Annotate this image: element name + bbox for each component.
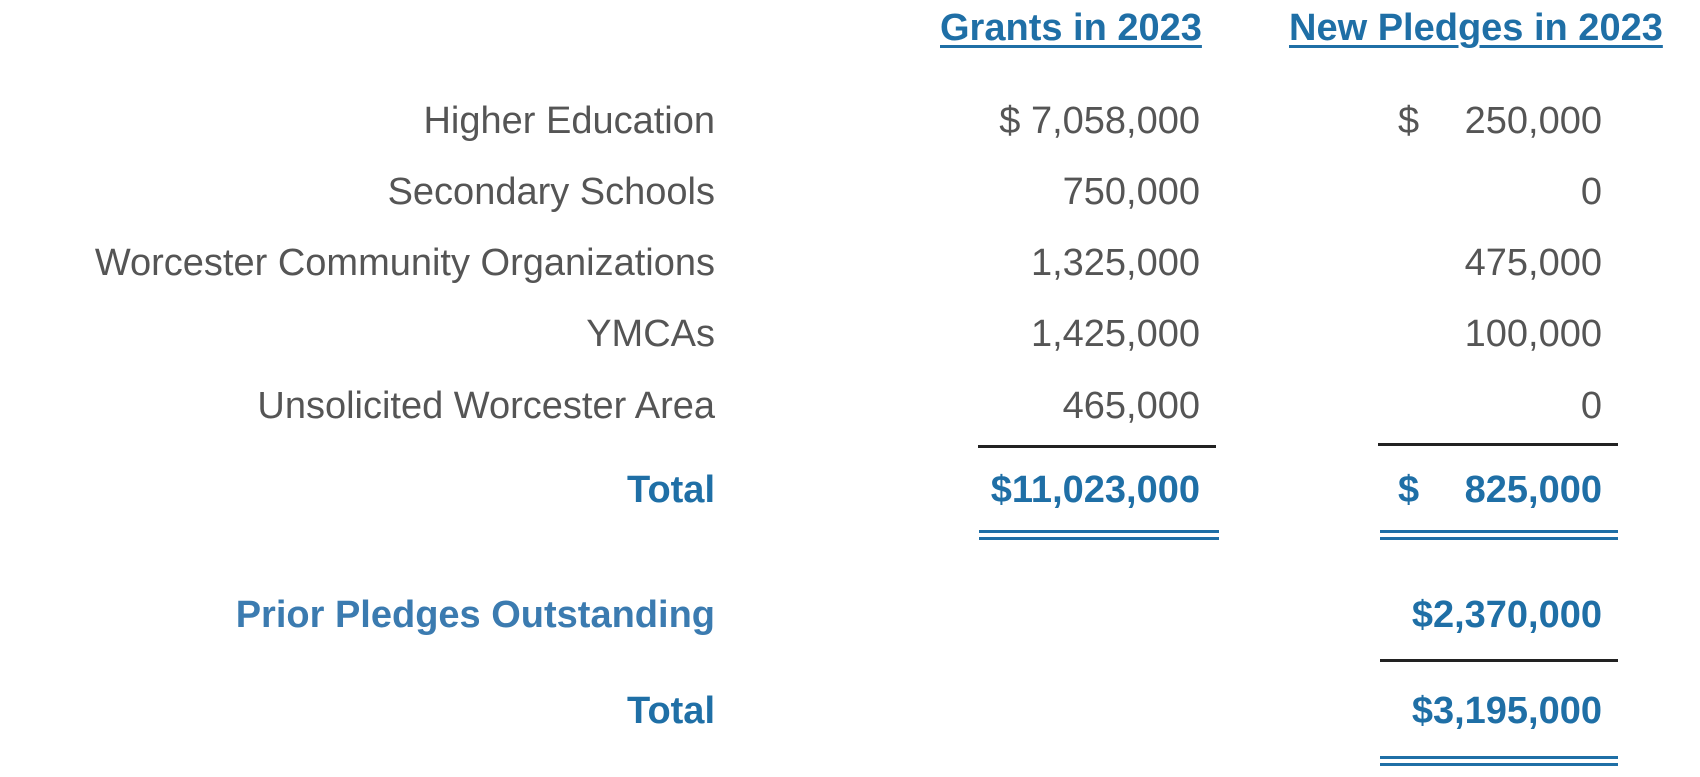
total-label: Total [627, 469, 715, 511]
row-label-unsolicited-worcester-area: Unsolicited Worcester Area [257, 385, 715, 427]
row-label-ymcas: YMCAs [586, 313, 715, 355]
pledges-total: 825,000 [1464, 469, 1602, 511]
grants-secondary-schools: 750,000 [1062, 171, 1200, 213]
pledges-higher-education: 250,000 [1464, 100, 1602, 142]
pledges-total-currency-symbol: $ [1398, 469, 1420, 511]
pledges-unsolicited-worcester-area: 0 [1580, 385, 1602, 427]
grants-unsolicited-worcester-area: 465,000 [1062, 385, 1200, 427]
pledges-ymcas: 100,000 [1464, 313, 1602, 355]
row-label-secondary-schools: Secondary Schools [387, 171, 715, 213]
prior-pledges-label: Prior Pledges Outstanding [235, 594, 715, 636]
grants-total-double-rule [979, 530, 1219, 540]
grants-total: $11,023,000 [990, 469, 1200, 511]
pledges-total-double-rule [1380, 530, 1618, 540]
header-grants-2023: Grants in 2023 [940, 7, 1202, 49]
grants-ymcas: 1,425,000 [1030, 313, 1200, 355]
grants-higher-education: $ 7,058,000 [999, 100, 1200, 142]
grants-subtotal-rule [978, 445, 1216, 448]
header-new-pledges-2023: New Pledges in 2023 [1289, 7, 1663, 49]
grand-total-value: $3,195,000 [1411, 690, 1602, 732]
pledges-secondary-schools: 0 [1580, 171, 1602, 213]
pledges-currency-symbol: $ [1398, 100, 1420, 142]
pledges-worcester-community-organizations: 475,000 [1464, 242, 1602, 284]
grants-worcester-community-organizations: 1,325,000 [1030, 242, 1200, 284]
row-label-worcester-community-organizations: Worcester Community Organizations [94, 242, 715, 284]
grand-total-double-rule [1380, 756, 1618, 766]
grand-total-label: Total [627, 690, 715, 732]
prior-pledges-value: $2,370,000 [1411, 594, 1602, 636]
grand-total-rule [1380, 659, 1618, 662]
row-label-higher-education: Higher Education [423, 100, 715, 142]
pledges-subtotal-rule [1378, 443, 1618, 446]
